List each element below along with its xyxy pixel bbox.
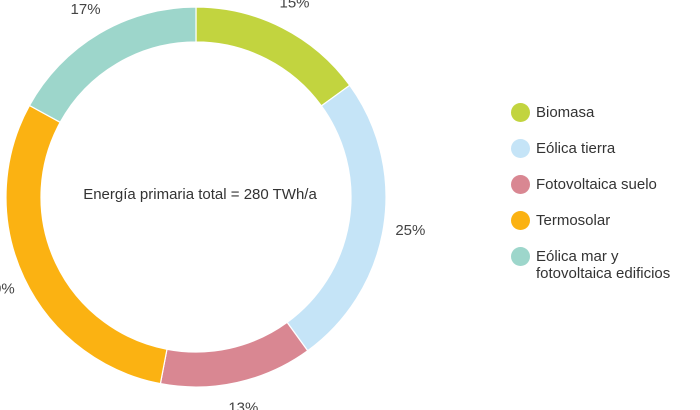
legend-label: Termosolar xyxy=(536,212,611,229)
legend-swatch xyxy=(511,211,530,230)
slice-eolica-mar-y-fotovoltaica-edificios xyxy=(28,6,197,124)
legend-swatch xyxy=(511,175,530,194)
percentage-labels: 15% 25% 13% 30% 17% xyxy=(0,0,425,410)
pct-label-biomasa: 15% xyxy=(280,0,310,12)
legend-item-fotovoltaica-suelo: Fotovoltaica suelo xyxy=(511,175,700,194)
legend-item-biomasa: Biomasa xyxy=(511,103,700,122)
slice-eolica-tierra xyxy=(286,84,387,352)
legend-swatch xyxy=(511,247,530,266)
pct-label-termosolar: 30% xyxy=(0,280,15,297)
legend-swatch xyxy=(511,139,530,158)
legend-item-termosolar: Termosolar xyxy=(511,211,700,230)
legend-label: Fotovoltaica suelo xyxy=(536,176,657,193)
chart-legend: Biomasa Eólica tierra Fotovoltaica suelo Te… xyxy=(511,103,700,301)
center-total-label: Energía primaria total = 280 TWh/a xyxy=(83,186,317,203)
legend-item-eolica-tierra: Eólica tierra xyxy=(511,139,700,158)
pct-label-eolica-tierra: 25% xyxy=(395,222,425,239)
legend-item-eolica-mar-y-fotovoltaica-edificios: Eólica mar y fotovoltaica edificios xyxy=(511,247,700,282)
legend-label: Eólica tierra xyxy=(536,140,616,157)
pct-label-fotovoltaica-suelo: 13% xyxy=(228,400,258,410)
slice-fotovoltaica-suelo xyxy=(159,321,309,388)
legend-swatch xyxy=(511,103,530,122)
legend-label: Eólica mar y fotovoltaica edificios xyxy=(536,248,671,282)
donut-slices xyxy=(5,6,387,388)
slice-termosolar xyxy=(5,104,168,385)
legend-label: Biomasa xyxy=(536,104,595,121)
pct-label-eolica-mar-y-fotovoltaica-edificios: 17% xyxy=(71,1,101,18)
slice-biomasa xyxy=(195,6,351,107)
